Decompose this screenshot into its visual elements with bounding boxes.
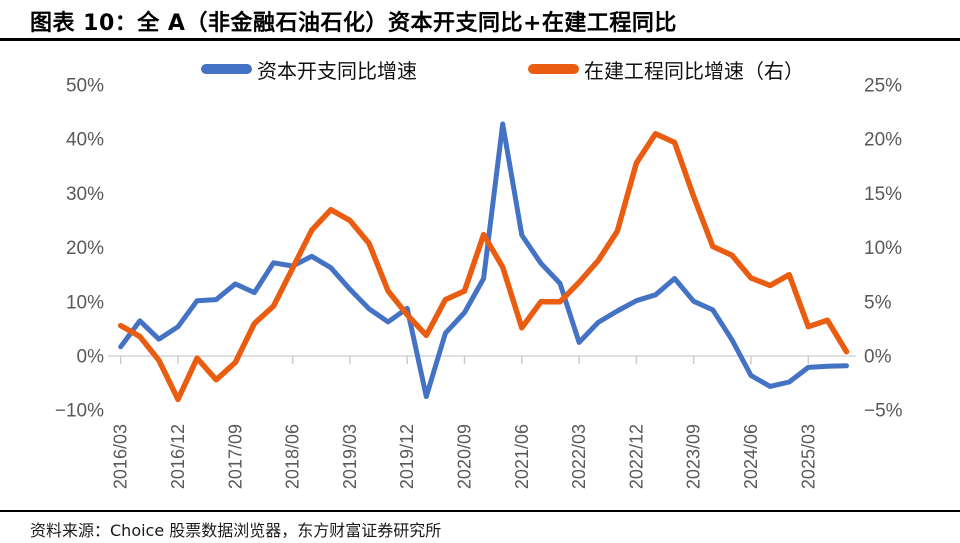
legend-item-capex: 资本开支同比增速 [201,57,417,83]
construction-series-line [117,131,850,403]
x-axis-label: 2019/12 [397,424,417,489]
y-axis-left-label: 10% [66,292,104,313]
source-note: 资料来源：Choice 股票数据浏览器，东方财富证券研究所 [30,521,442,540]
x-axis-label: 2018/06 [283,424,303,489]
capex-series-line [118,121,849,400]
title-divider [0,38,960,41]
y-axis-right-label: 25% [864,76,902,97]
y-axis-left-label: 40% [66,130,104,151]
x-axis-label: 2016/03 [111,424,131,489]
x-axis-label: 2022/03 [569,424,589,489]
legend-label-construction: 在建工程同比增速（右） [584,58,804,83]
x-axis-label: 2023/09 [684,424,704,489]
y-axis-right-label: 15% [864,184,902,205]
y-axis-left-label: 30% [66,184,104,205]
y-axis-left-label: 0% [77,347,105,368]
page-title: 图表 10：全 A（非金融石油石化）资本开支同比+在建工程同比 [30,11,677,36]
y-axis-left-label: 20% [66,238,104,259]
bottom-divider [0,510,960,512]
capex-series-swatch [201,64,252,74]
x-axis-label: 2019/03 [340,424,360,489]
x-axis-label: 2024/06 [741,424,761,489]
legend-label-capex: 资本开支同比增速 [257,58,417,83]
y-axis-right-label: 20% [864,130,902,151]
y-axis-right-label: 10% [864,238,902,259]
x-axis-label: 2025/03 [798,424,818,489]
x-axis-label: 2017/09 [225,424,245,489]
y-axis-left-label: 50% [66,76,104,97]
x-axis-label: 2022/12 [626,424,646,489]
y-axis-right-label: −5% [864,401,903,422]
chart-plot-area: 50% 40% 30% 20% 10% 0% −10% 25% 20% 15% 10% 5% 0% −5%… [55,76,903,490]
legend-item-construction: 在建工程同比增速（右） [528,57,804,83]
y-axis-right-label: 5% [864,292,892,313]
y-axis-right-label: 0% [864,347,892,368]
y-axis-left-label: −10% [55,401,104,422]
chart-legend: 资本开支同比增速 在建工程同比增速（右） [0,57,960,83]
x-axis-label: 2020/09 [455,424,475,489]
x-axis-label: 2016/12 [168,424,188,489]
construction-series-swatch [528,64,579,74]
x-axis-label: 2021/06 [512,424,532,489]
